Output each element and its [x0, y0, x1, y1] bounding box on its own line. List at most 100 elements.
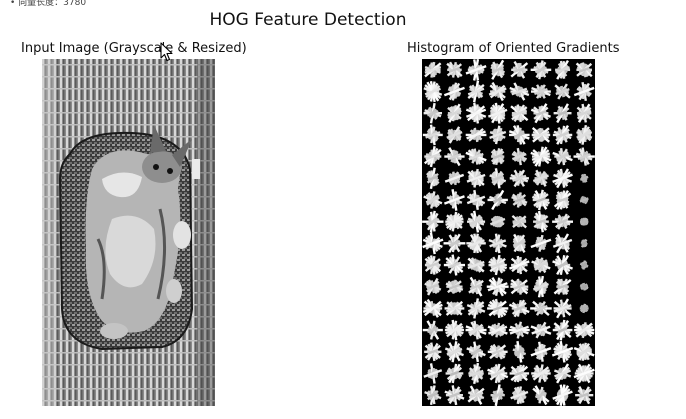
hog-cell: [551, 340, 574, 363]
hog-cell: [553, 103, 572, 124]
hog-cell: [488, 81, 507, 102]
hog-cell: [465, 59, 487, 81]
hog-cell: [467, 385, 485, 405]
hog-cell: [509, 82, 530, 101]
hog-cell: [510, 60, 529, 79]
hog-cell: [488, 233, 507, 254]
hog-cell: [508, 299, 530, 318]
hog-cell: [552, 124, 573, 145]
hog-cell: [512, 340, 527, 363]
hog-cell: [423, 80, 443, 103]
hog-cell: [531, 364, 551, 383]
hog-cell: [422, 232, 444, 255]
hog-cell: [509, 255, 530, 275]
hog-cell: [487, 322, 508, 338]
hog-cell: [424, 385, 442, 406]
hog-cell: [423, 146, 442, 168]
hog-cell: [445, 363, 464, 384]
hog-cell: [573, 82, 595, 102]
hog-cell: [531, 256, 551, 274]
hog-cell: [466, 168, 486, 188]
hog-cell: [443, 189, 465, 211]
hog-cell: [487, 102, 508, 124]
hog-cell: [466, 341, 486, 363]
hog-cell: [446, 126, 463, 144]
hog-cell: [447, 103, 462, 123]
hog-cell: [512, 233, 526, 253]
hog-cell: [467, 257, 485, 273]
hog-cell: [511, 214, 527, 229]
hog-cell: [530, 146, 552, 167]
hog-cell: [487, 189, 508, 211]
hog-cell: [531, 127, 551, 143]
hog-cell: [552, 168, 573, 189]
hog-cell: [552, 384, 573, 406]
hog-cell: [530, 103, 551, 124]
hog-cell: [467, 80, 485, 103]
hog-cell: [465, 320, 487, 340]
hog-cell: [444, 147, 465, 167]
hog-cell: [489, 168, 507, 189]
hog-cell: [553, 363, 572, 384]
hog-cell: [580, 217, 589, 226]
hog-cell: [552, 319, 573, 341]
hog-cell: [508, 125, 530, 145]
hog-cell: [489, 215, 506, 228]
hog-cell: [443, 254, 466, 276]
hog-cell: [444, 300, 465, 316]
hog-cell: [423, 102, 443, 124]
hog-cell: [553, 278, 572, 295]
hog-cell: [422, 320, 443, 340]
hog-cell: [579, 303, 589, 314]
hog-image-title: Histogram of Oriented Gradients: [407, 41, 620, 56]
hog-cell: [465, 102, 487, 124]
hog-cell: [511, 192, 528, 208]
hog-cell: [579, 282, 589, 291]
hog-cell: [573, 342, 595, 361]
hog-cell: [465, 127, 487, 143]
hog-cell: [573, 363, 595, 384]
hog-cell: [579, 173, 589, 183]
hog-cell: [580, 238, 588, 248]
hog-cell: [579, 195, 589, 205]
hog-cell: [533, 210, 549, 233]
input-grayscale-image: [42, 59, 215, 406]
hog-cell: [486, 277, 509, 297]
hog-cell: [443, 233, 466, 254]
hog-cell: [552, 233, 573, 254]
hog-cell: [467, 210, 486, 233]
hog-cell: [487, 298, 509, 318]
hog-cell: [487, 363, 509, 384]
hog-cell: [532, 385, 550, 406]
hog-cell: [530, 321, 552, 339]
hog-cell: [446, 61, 463, 79]
hog-cell: [466, 189, 486, 211]
hog-cell: [422, 124, 443, 146]
hog-cell: [573, 147, 595, 166]
hog-cell: [490, 59, 505, 80]
hog-cell: [575, 386, 594, 405]
hog-cell: [530, 300, 552, 317]
hog-cell: [422, 210, 444, 233]
hog-cell: [552, 255, 573, 276]
hog-cell: [424, 342, 442, 362]
hog-cell: [555, 59, 571, 80]
hog-cell: [530, 84, 551, 99]
hog-cell: [509, 169, 529, 188]
hog-cell: [444, 319, 464, 341]
hog-cell: [466, 233, 486, 254]
hog-cell: [510, 104, 529, 123]
hog-cell: [445, 279, 464, 294]
hog-cell: [553, 298, 572, 319]
hog-cell: [422, 298, 443, 318]
hog-cell: [444, 341, 464, 363]
hog-cell: [443, 82, 465, 101]
hog-cell: [468, 362, 484, 385]
hog-cell: [575, 62, 593, 78]
hog-cell: [576, 124, 593, 145]
hog-cell: [487, 343, 508, 360]
hog-cell: [532, 169, 549, 187]
hog-cell: [573, 322, 595, 339]
hog-cell: [426, 167, 440, 189]
hog-cell: [468, 276, 484, 297]
